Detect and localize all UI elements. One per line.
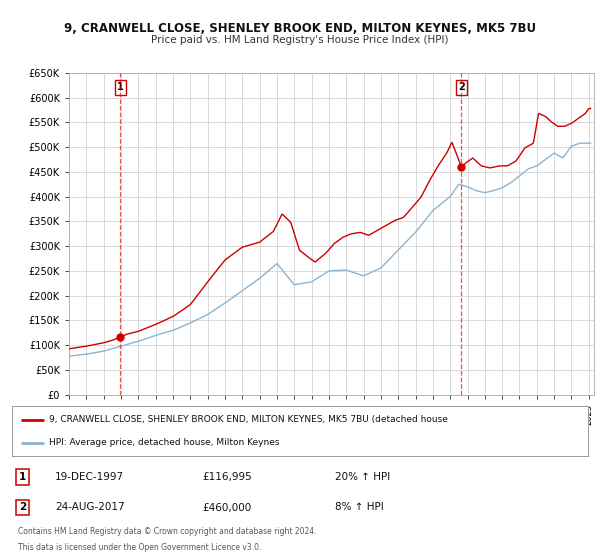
Text: £116,995: £116,995 (202, 472, 252, 482)
Text: 9, CRANWELL CLOSE, SHENLEY BROOK END, MILTON KEYNES, MK5 7BU: 9, CRANWELL CLOSE, SHENLEY BROOK END, MI… (64, 22, 536, 35)
Text: 1: 1 (117, 82, 124, 92)
Text: Contains HM Land Registry data © Crown copyright and database right 2024.: Contains HM Land Registry data © Crown c… (18, 527, 317, 536)
Text: 24-AUG-2017: 24-AUG-2017 (55, 502, 125, 512)
Text: 9, CRANWELL CLOSE, SHENLEY BROOK END, MILTON KEYNES, MK5 7BU (detached house: 9, CRANWELL CLOSE, SHENLEY BROOK END, MI… (49, 415, 448, 424)
Text: HPI: Average price, detached house, Milton Keynes: HPI: Average price, detached house, Milt… (49, 438, 280, 447)
Text: 20% ↑ HPI: 20% ↑ HPI (335, 472, 390, 482)
Text: Price paid vs. HM Land Registry's House Price Index (HPI): Price paid vs. HM Land Registry's House … (151, 35, 449, 45)
Text: 2: 2 (19, 502, 26, 512)
Text: This data is licensed under the Open Government Licence v3.0.: This data is licensed under the Open Gov… (18, 543, 262, 552)
Text: £460,000: £460,000 (202, 502, 251, 512)
Text: 8% ↑ HPI: 8% ↑ HPI (335, 502, 383, 512)
Text: 1: 1 (19, 472, 26, 482)
Text: 2: 2 (458, 82, 465, 92)
Text: 19-DEC-1997: 19-DEC-1997 (55, 472, 124, 482)
